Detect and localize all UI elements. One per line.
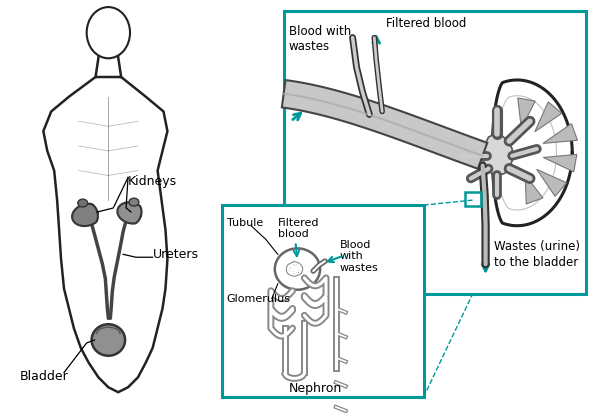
Ellipse shape xyxy=(129,198,139,206)
Bar xyxy=(284,11,586,294)
Ellipse shape xyxy=(92,324,125,356)
Text: Filtered
blood: Filtered blood xyxy=(278,218,319,240)
Bar xyxy=(465,192,481,206)
Polygon shape xyxy=(535,102,562,132)
Polygon shape xyxy=(482,134,512,176)
Polygon shape xyxy=(492,80,572,226)
Polygon shape xyxy=(72,204,98,226)
Bar xyxy=(221,205,424,397)
Text: Blood with
wastes: Blood with wastes xyxy=(289,25,351,53)
Polygon shape xyxy=(518,98,535,129)
Polygon shape xyxy=(543,154,577,172)
Polygon shape xyxy=(282,80,487,169)
Ellipse shape xyxy=(86,7,130,58)
Text: Kidneys: Kidneys xyxy=(128,176,177,188)
Ellipse shape xyxy=(78,199,88,207)
Polygon shape xyxy=(43,77,167,392)
Text: Filtered blood: Filtered blood xyxy=(386,17,466,30)
Text: Wastes (urine)
to the bladder: Wastes (urine) to the bladder xyxy=(494,240,580,268)
Polygon shape xyxy=(118,202,142,223)
Text: Glomerulus: Glomerulus xyxy=(227,294,290,304)
Polygon shape xyxy=(543,124,578,144)
Text: Tubule: Tubule xyxy=(227,218,263,228)
Text: Bladder: Bladder xyxy=(20,369,68,383)
Text: Nephron: Nephron xyxy=(289,382,342,395)
Text: Ureters: Ureters xyxy=(152,248,199,261)
Polygon shape xyxy=(537,169,566,196)
Text: Blood
with
wastes: Blood with wastes xyxy=(340,240,379,273)
Polygon shape xyxy=(525,175,543,204)
